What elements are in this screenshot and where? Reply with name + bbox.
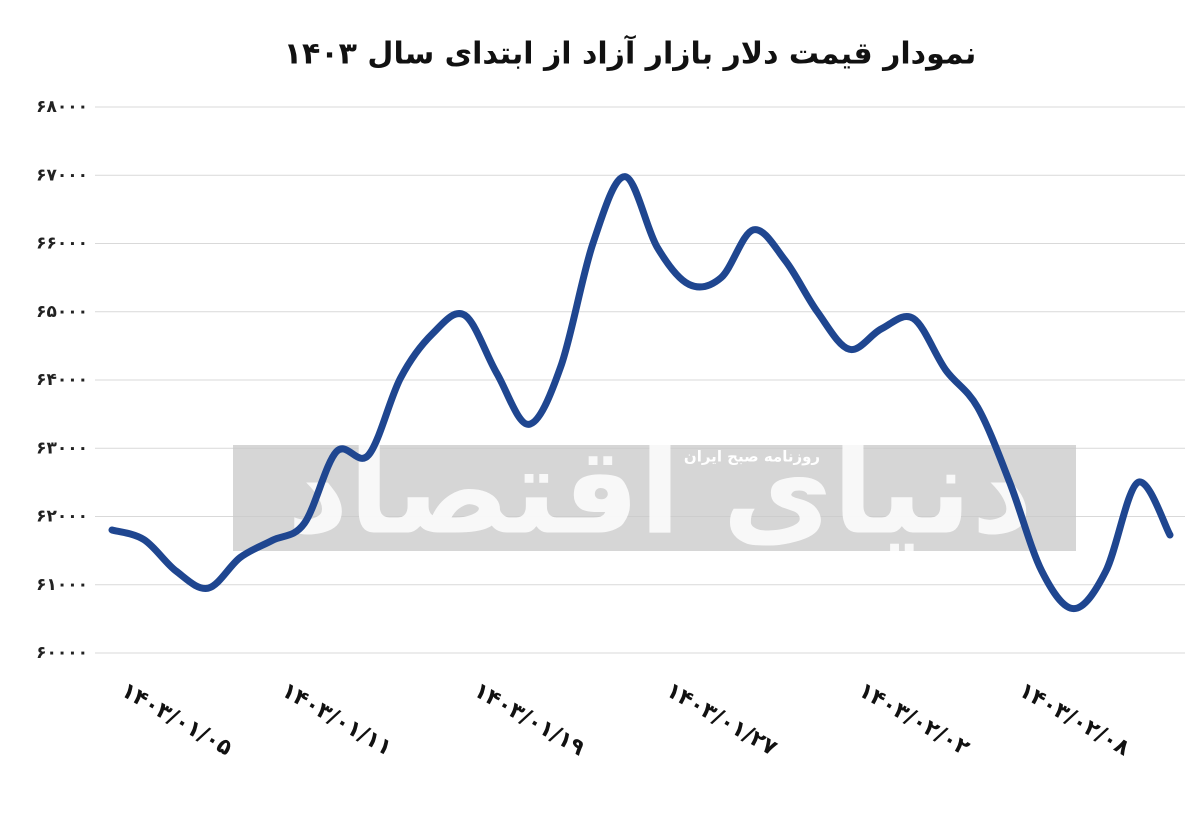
watermark-band [233,445,1076,551]
x-tick-label: ۱۴۰۳/۰۱/۱۱ [277,678,396,761]
line [108,173,1174,613]
y-tick-label: ۶۰۰۰۰ [36,643,88,663]
x-tick-label: ۱۴۰۳/۰۱/۲۷ [662,678,782,762]
y-tick-label: ۶۵۰۰۰ [36,302,88,322]
y-tick-label: ۶۲۰۰۰ [36,507,88,527]
x-tick-label: ۱۴۰۳/۰۱/۰۵ [117,678,236,761]
x-tick-label: ۱۴۰۳/۰۱/۱۹ [469,678,588,761]
x-tick-label: ۱۴۰۳/۰۲/۰۸ [1014,678,1134,762]
watermark-brand: دنیای اقتصاد [287,423,1033,562]
y-tick-label: ۶۷۰۰۰ [36,165,88,185]
watermark-tagline: روزنامه صبح ایران [684,448,820,466]
y-tick-label: ۶۱۰۰۰ [36,575,88,595]
y-tick-label: ۶۴۰۰۰ [36,370,88,390]
x-tick-label: ۱۴۰۳/۰۲/۰۲ [854,678,974,762]
chart-title: نمودار قیمت دلار بازار آزاد از ابتدای سا… [284,35,977,72]
y-tick-label: ۶۸۰۰۰ [36,97,88,117]
y-tick-label: ۶۶۰۰۰ [36,234,88,254]
y-tick-label: ۶۳۰۰۰ [36,438,88,458]
